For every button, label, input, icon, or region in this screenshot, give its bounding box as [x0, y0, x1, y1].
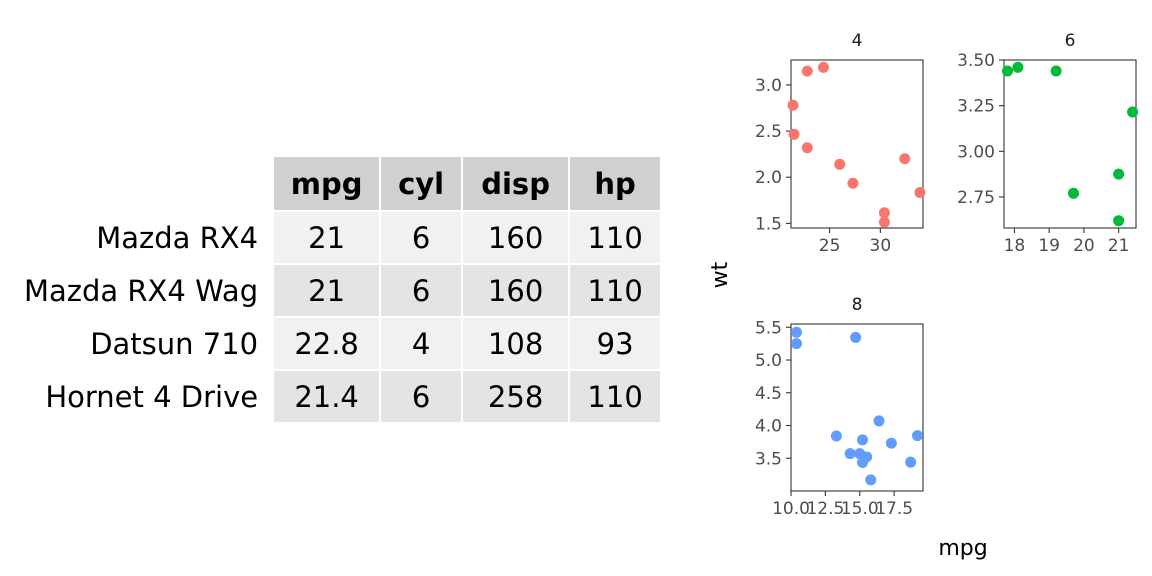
column-header-hp: hp [570, 157, 661, 210]
x-tick-label: 17.5 [875, 499, 913, 519]
facet-panel-6: 6 18 19 20 21 2.75 3.00 3.25 3.50 [957, 31, 1139, 256]
facet-panels: 4 25 30 1.5 2.0 2.5 3.0 6 18 19 20 21 2.75 3.00 3.25 3.… [755, 31, 1139, 519]
x-tick-label: 15.0 [841, 499, 879, 519]
x-tick-label: 25 [819, 236, 841, 256]
x-tick-label: 10.0 [772, 499, 810, 519]
data-point [857, 434, 868, 446]
data-point [844, 448, 856, 460]
data-point [847, 177, 859, 189]
column-header-disp: disp [463, 157, 569, 210]
column-header-cyl: cyl [381, 157, 462, 210]
facet-strip-label: 4 [852, 31, 863, 51]
table-cell: 160 [463, 265, 569, 316]
data-point [1001, 65, 1013, 77]
data-point [830, 430, 842, 442]
table-cell: 258 [463, 371, 569, 422]
data-point [878, 207, 890, 219]
y-tick-label: 5.5 [755, 318, 782, 338]
x-tick-label: 21 [1108, 236, 1130, 256]
table-cell: 22.8 [274, 318, 380, 369]
x-axis-title: mpg [938, 536, 987, 561]
data-point [788, 128, 800, 140]
row-name: Mazda RX4 [96, 220, 259, 255]
table-cell: 160 [463, 212, 569, 263]
data-point [850, 331, 862, 343]
y-tick-label: 4.0 [755, 417, 782, 437]
facet-strip-label: 6 [1065, 31, 1076, 51]
table-row: Datsun 710 22.8 4 108 93 [18, 318, 661, 369]
x-tick-label: 18 [1004, 236, 1026, 256]
column-header-mpg: mpg [274, 157, 380, 210]
table-cell: 108 [463, 318, 569, 369]
facet-strip-label: 8 [852, 295, 863, 315]
data-point [857, 457, 868, 469]
row-name: Hornet 4 Drive [45, 379, 259, 414]
y-tick-label: 3.00 [957, 142, 995, 162]
y-tick-label: 3.50 [957, 51, 995, 71]
data-point [899, 153, 911, 165]
y-axis-title: wt [708, 261, 733, 288]
data-point [905, 456, 917, 468]
data-point [912, 430, 923, 442]
panel-frame [1003, 59, 1137, 229]
table-cell: 6 [381, 212, 462, 263]
data-point [1113, 215, 1125, 227]
data-point [914, 186, 926, 198]
data-point [1050, 65, 1062, 77]
y-tick-label: 2.5 [755, 122, 782, 142]
data-point [787, 99, 799, 111]
y-tick-label: 2.0 [755, 168, 782, 188]
x-tick-label: 12.5 [806, 499, 844, 519]
y-tick-label: 3.25 [957, 97, 995, 117]
data-point [885, 437, 897, 449]
data-point [1012, 61, 1024, 73]
x-tick-label: 19 [1038, 236, 1060, 256]
data-point [801, 65, 813, 77]
data-point [791, 338, 802, 350]
panel-frame [790, 59, 924, 229]
row-name: Mazda RX4 Wag [24, 273, 259, 308]
table-row: Mazda RX4 Wag 21 6 160 110 [18, 265, 661, 316]
y-tick-label: 3.0 [755, 76, 782, 96]
data-point [1067, 187, 1079, 199]
panel-frame [790, 323, 924, 492]
y-tick-label: 4.5 [755, 384, 782, 404]
table-header-row: mpg cyl disp hp [18, 157, 661, 210]
table-row: Hornet 4 Drive 21.4 6 258 110 [18, 371, 661, 422]
data-point [865, 474, 877, 486]
x-tick-label: 30 [870, 236, 892, 256]
mtcars-table: mpg cyl disp hp Mazda RX4 21 6 160 110 M… [16, 155, 662, 424]
table-cell: 110 [570, 212, 661, 263]
y-tick-label: 3.5 [755, 449, 782, 469]
table-cell: 21 [274, 212, 380, 263]
table-cell: 6 [381, 265, 462, 316]
data-point [1113, 168, 1125, 180]
data-point [878, 216, 890, 228]
table-cell: 4 [381, 318, 462, 369]
table-cell: 21 [274, 265, 380, 316]
y-tick-label: 2.75 [957, 188, 995, 208]
y-tick-label: 1.5 [755, 214, 782, 234]
x-tick-label: 20 [1073, 236, 1095, 256]
facet-panel-4: 4 25 30 1.5 2.0 2.5 3.0 [755, 31, 926, 256]
table-cell: 93 [570, 318, 661, 369]
data-point [801, 142, 813, 154]
row-name: Datsun 710 [90, 326, 259, 361]
data-point [1127, 106, 1139, 118]
table-cell: 21.4 [274, 371, 380, 422]
table-cell: 110 [570, 371, 661, 422]
table-cell: 110 [570, 265, 661, 316]
data-point [817, 61, 829, 73]
data-point [834, 158, 846, 170]
facet-panel-8: 8 10.012.515.017.5 3.5 4.0 4.5 5.0 5.5 [755, 295, 924, 519]
data-point [873, 415, 885, 427]
data-point [791, 326, 802, 338]
table-cell: 6 [381, 371, 462, 422]
data-point [854, 448, 866, 460]
table-row: Mazda RX4 21 6 160 110 [18, 212, 661, 263]
y-tick-label: 5.0 [755, 351, 782, 371]
